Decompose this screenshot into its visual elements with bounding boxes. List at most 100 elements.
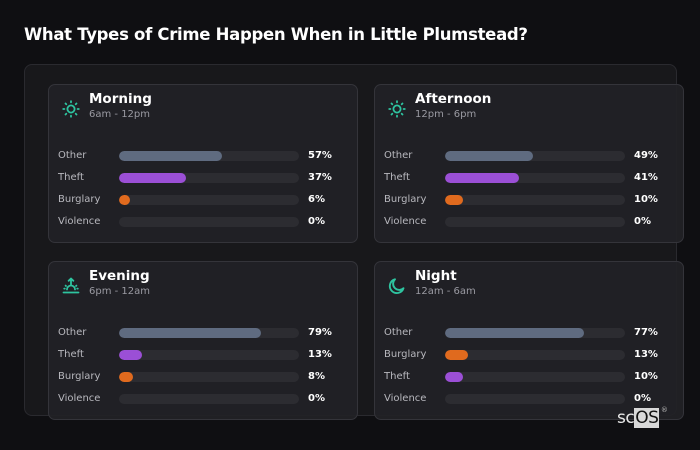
crime-row-burglary: Burglary 6% [49,191,357,213]
card-title: Night [415,268,457,284]
watermark-sc: sc [617,408,635,428]
moon-icon [387,276,407,296]
bar-track [445,173,625,183]
crime-label: Theft [384,172,410,183]
crime-label: Theft [58,172,84,183]
crime-percentage: 79% [308,327,332,338]
bar-track [445,372,625,382]
crime-percentage: 49% [634,150,658,161]
crime-row-burglary: Burglary 13% [375,346,683,368]
crime-bar-list: Other 77% Burglary 13% Theft 10% Violence 0% [375,324,683,412]
card-header: Evening 6pm - 12am [49,262,357,312]
card-evening: Evening 6pm - 12am Other 79% Theft 13% Burglar… [48,261,358,420]
crime-bar-list: Other 79% Theft 13% Burglary 8% Violence 0% [49,324,357,412]
bar-track [119,217,299,227]
crime-row-burglary: Burglary 10% [375,191,683,213]
card-header: Morning 6am - 12pm [49,85,357,135]
bar-track [445,217,625,227]
crime-row-theft: Theft 13% [49,346,357,368]
crime-percentage: 8% [308,371,325,382]
bar-track [119,151,299,161]
crime-label: Burglary [384,194,427,205]
crime-percentage: 0% [308,393,325,404]
bar-track [445,350,625,360]
bar-track [119,350,299,360]
card-afternoon: Afternoon 12pm - 6pm Other 49% Theft 41% Burgl… [374,84,684,243]
card-time-range: 6pm - 12am [89,286,151,297]
crime-row-theft: Theft 37% [49,169,357,191]
crime-percentage: 57% [308,150,332,161]
crime-label: Burglary [384,349,427,360]
watermark-registered: ® [660,406,668,414]
crime-label: Theft [384,371,410,382]
bar-fill [119,151,222,161]
crime-percentage: 6% [308,194,325,205]
crime-percentage: 10% [634,371,658,382]
bar-fill [119,173,186,183]
bar-track [119,328,299,338]
bar-fill [445,173,519,183]
scos-watermark: scOS ® [617,406,668,428]
card-morning: Morning 6am - 12pm Other 57% Theft 37% Burglar… [48,84,358,243]
crime-label: Theft [58,349,84,360]
card-time-range: 12am - 6am [415,286,476,297]
bar-track [445,328,625,338]
bar-track [445,394,625,404]
bar-track [119,173,299,183]
page-title: What Types of Crime Happen When in Littl… [24,25,528,44]
crime-row-burglary: Burglary 8% [49,368,357,390]
crime-row-theft: Theft 41% [375,169,683,191]
card-night: Night 12am - 6am Other 77% Burglary 13% Theft 1… [374,261,684,420]
sunset-icon [61,276,81,296]
crime-percentage: 13% [308,349,332,360]
crime-label: Other [58,327,87,338]
bar-track [445,195,625,205]
crime-label: Violence [58,393,101,404]
card-time-range: 12pm - 6pm [415,109,477,120]
watermark-os: OS [634,408,660,428]
crime-percentage: 77% [634,327,658,338]
crime-percentage: 37% [308,172,332,183]
crime-label: Violence [384,393,427,404]
card-title: Morning [89,91,152,107]
crime-row-violence: Violence 0% [375,390,683,412]
crime-label: Other [384,327,413,338]
crime-percentage: 0% [634,216,651,227]
crime-bar-list: Other 57% Theft 37% Burglary 6% Violence 0% [49,147,357,235]
card-header: Afternoon 12pm - 6pm [375,85,683,135]
crime-percentage: 41% [634,172,658,183]
bar-fill [445,151,534,161]
crime-row-other: Other 77% [375,324,683,346]
crime-label: Violence [384,216,427,227]
bar-fill [119,350,143,360]
crime-row-violence: Violence 0% [49,390,357,412]
card-title: Evening [89,268,150,284]
crime-label: Violence [58,216,101,227]
card-time-range: 6am - 12pm [89,109,151,120]
bar-track [119,195,299,205]
bar-fill [119,328,262,338]
crime-label: Other [384,150,413,161]
bar-track [445,151,625,161]
crime-percentage: 13% [634,349,658,360]
crime-percentage: 0% [634,393,651,404]
card-header: Night 12am - 6am [375,262,683,312]
crime-percentage: 0% [308,216,325,227]
crime-label: Burglary [58,371,101,382]
bar-fill [445,195,463,205]
crime-label: Other [58,150,87,161]
crime-label: Burglary [58,194,101,205]
bar-fill [445,350,469,360]
sun-icon [61,99,81,119]
bar-fill [119,195,130,205]
crime-row-violence: Violence 0% [49,213,357,235]
bar-fill [119,372,134,382]
bar-fill [445,328,584,338]
crime-row-other: Other 57% [49,147,357,169]
card-title: Afternoon [415,91,492,107]
bar-track [119,394,299,404]
sun-icon [387,99,407,119]
crime-bar-list: Other 49% Theft 41% Burglary 10% Violence 0% [375,147,683,235]
bar-track [119,372,299,382]
crime-row-other: Other 49% [375,147,683,169]
